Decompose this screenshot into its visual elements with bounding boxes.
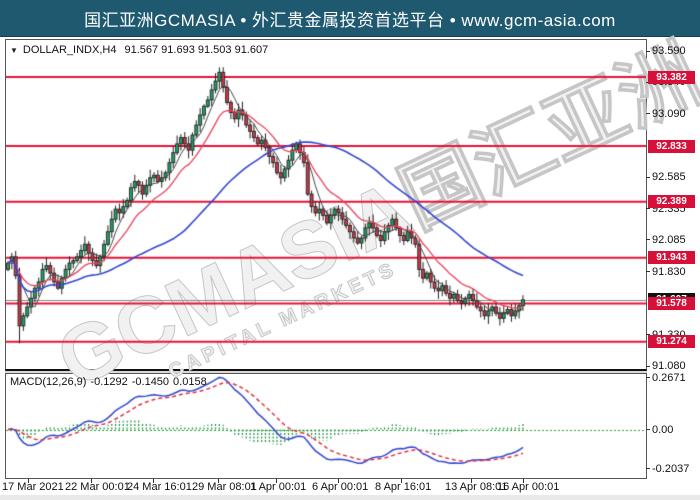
axis-tick (338, 479, 339, 483)
price-axis-label: 91.080 (652, 360, 686, 372)
price-level-badge[interactable]: 92.833 (648, 139, 695, 153)
price-level-badge[interactable]: 91.943 (648, 251, 695, 265)
ohlc-readout: 91.567 91.693 91.503 91.607 (124, 44, 269, 56)
macd-chart-canvas[interactable] (6, 374, 646, 478)
price-axis-label: 91.830 (652, 265, 686, 278)
chart-header: ▼ DOLLAR_INDX,H4 91.567 91.693 91.503 91.6… (10, 44, 268, 56)
macd-axis-label: -0.2037 (652, 462, 690, 475)
axis-tick (646, 365, 650, 367)
axis-tick (646, 113, 650, 115)
promo-banner-text: 国汇亚洲GCMASIA • 外汇贵金属投资首选平台 • www.gcm-asia… (84, 10, 616, 30)
axis-tick (646, 271, 650, 273)
axis-tick (471, 479, 472, 483)
axis-tick (646, 208, 650, 209)
macd-axis-label: 0.00 (652, 423, 674, 436)
axis-tick (646, 468, 650, 470)
macd-signal-value: -0.1450 (131, 376, 170, 388)
price-level-badge[interactable]: 93.382 (648, 70, 695, 84)
axis-tick (218, 479, 219, 483)
panel-splitter[interactable] (5, 371, 647, 373)
price-axis-label: 93.090 (652, 107, 686, 120)
date-axis-label: 1 Apr 00:01 (250, 481, 307, 493)
price-axis-label: 92.085 (652, 233, 686, 246)
price-axis-label: 93.590 (652, 45, 686, 57)
axis-tick (276, 479, 277, 483)
price-chart-canvas[interactable] (6, 40, 646, 370)
axis-tick (646, 176, 650, 178)
axis-tick (153, 479, 154, 483)
axis-tick (646, 50, 650, 52)
chart-symbol-label: DOLLAR_INDX,H4 (22, 44, 117, 56)
price-level-badge[interactable]: 92.389 (648, 195, 695, 209)
macd-main-value: -0.1292 (90, 376, 128, 388)
macd-axis-label: 0.2671 (652, 371, 686, 384)
promo-banner: 国汇亚洲GCMASIA • 外汇贵金属投资首选平台 • www.gcm-asia… (0, 0, 700, 37)
price-axis-label: 92.585 (652, 171, 686, 184)
axis-tick (646, 377, 650, 379)
date-axis-label: 6 Apr 00:01 (312, 481, 369, 493)
date-axis-label: 24 Mar 16:01 (127, 481, 192, 493)
axis-tick (523, 479, 524, 483)
axis-tick (646, 334, 650, 336)
bottom-strip (0, 495, 700, 500)
axis-tick (646, 429, 650, 431)
date-axis-label: 22 Mar 00:01 (65, 481, 130, 493)
price-level-badge[interactable]: 91.274 (648, 335, 695, 349)
axis-tick (91, 479, 92, 483)
macd-name-label: MACD(12,26,9) (10, 376, 87, 388)
macd-header: MACD(12,26,9) -0.1292 -0.1450 0.0158 (10, 376, 211, 388)
axis-tick (646, 239, 650, 241)
date-axis-label: 16 Apr 00:01 (497, 481, 560, 493)
chevron-down-icon[interactable]: ▼ (10, 46, 18, 55)
axis-tick (28, 479, 29, 483)
date-axis-label: 8 Apr 16:01 (375, 481, 432, 493)
axis-tick (401, 479, 402, 483)
date-axis-label: 29 Mar 08:01 (192, 481, 257, 493)
date-axis-label: 17 Mar 2021 (2, 481, 64, 493)
date-axis-label: 13 Apr 08:01 (445, 481, 508, 493)
price-level-badge[interactable]: 91.578 (648, 297, 695, 310)
macd-hist-value: 0.0158 (173, 376, 207, 388)
